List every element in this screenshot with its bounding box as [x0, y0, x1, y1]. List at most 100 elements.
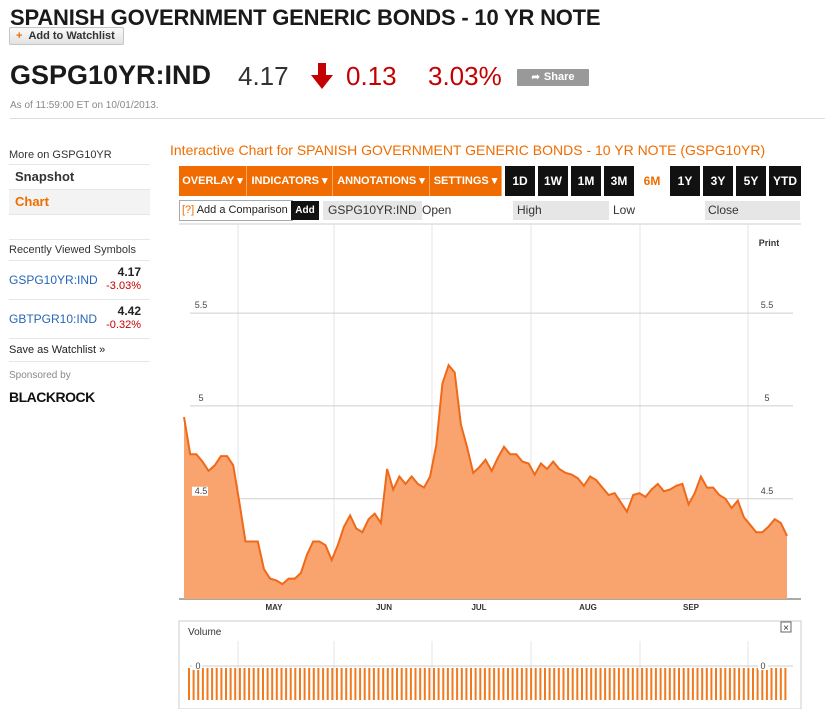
volume-bar	[456, 668, 459, 700]
volume-bar	[317, 668, 320, 700]
volume-bar	[581, 668, 583, 700]
volume-bar	[733, 668, 736, 700]
volume-bar	[396, 668, 398, 700]
save-as-watchlist-link[interactable]: Save as Watchlist »	[9, 338, 150, 362]
range-3y-button[interactable]: 3Y	[703, 166, 733, 196]
volume-bar	[229, 668, 232, 700]
volume-bar	[188, 668, 190, 700]
volume-bar	[724, 668, 727, 700]
sidebar-item-snapshot[interactable]: Snapshot	[9, 164, 150, 189]
help-icon[interactable]: [?]	[182, 204, 195, 216]
add-comparison-input[interactable]: [?] Add a Comparison	[179, 200, 293, 221]
print-link[interactable]: Print	[759, 238, 780, 248]
annotations-menu[interactable]: ANNOTATIONS ▾	[333, 166, 430, 196]
price-area	[184, 365, 787, 599]
volume-bar	[622, 668, 625, 700]
volume-bar	[668, 668, 671, 700]
left-sidebar: More on GSPG10YR Snapshot Chart Recently…	[9, 146, 150, 405]
volume-bar	[516, 668, 519, 700]
volume-bar	[599, 668, 602, 700]
volume-label: Volume	[188, 627, 222, 638]
recent-symbol-value: 4.42	[117, 304, 141, 318]
volume-bar	[303, 668, 306, 700]
quote-timestamp: As of 11:59:00 ET on 10/01/2013.	[10, 100, 159, 111]
volume-bar	[650, 668, 653, 700]
volume-bar	[539, 668, 542, 700]
range-3m-button[interactable]: 3M	[604, 166, 634, 196]
volume-bar	[335, 668, 338, 700]
range-1y-button[interactable]: 1Y	[670, 166, 700, 196]
volume-bar	[613, 668, 616, 700]
volume-bar	[696, 668, 699, 700]
range-1w-button[interactable]: 1W	[538, 166, 568, 196]
volume-bar	[576, 668, 579, 700]
close-volume-label[interactable]: ×	[783, 623, 789, 634]
down-arrow-icon	[311, 63, 333, 89]
sponsor-logo[interactable]: BLACKROCK	[9, 389, 95, 405]
overlay-menu[interactable]: OVERLAY ▾	[179, 166, 247, 196]
volume-bar	[363, 668, 366, 700]
y-tick-label-left: 5.5	[195, 300, 208, 310]
volume-bar	[682, 668, 685, 700]
range-1d-button[interactable]: 1D	[505, 166, 535, 196]
volume-bar	[645, 668, 648, 700]
volume-bar	[377, 668, 380, 700]
volume-bar	[507, 668, 509, 700]
volume-bar	[234, 668, 237, 700]
volume-tick-bg	[758, 661, 768, 670]
range-6m-button[interactable]: 6M	[637, 166, 667, 196]
volume-bar	[391, 668, 394, 700]
volume-bar	[423, 668, 426, 700]
volume-bar	[544, 668, 546, 700]
settings-menu[interactable]: SETTINGS ▾	[430, 166, 502, 196]
indicators-menu[interactable]: INDICATORS ▾	[247, 166, 333, 196]
legend-high: High	[513, 201, 609, 220]
volume-bar	[659, 668, 662, 700]
volume-bar	[275, 668, 278, 700]
share-button[interactable]: ➦ Share	[517, 69, 589, 86]
volume-bar	[308, 668, 311, 700]
volume-bar	[756, 668, 759, 700]
volume-bar	[340, 668, 343, 700]
y-tick-label-right: 5	[764, 393, 769, 403]
recent-symbol-change: -0.32%	[106, 319, 141, 331]
volume-bar	[262, 668, 264, 700]
volume-bar	[215, 668, 218, 700]
chart-title: Interactive Chart for SPANISH GOVERNMENT…	[170, 142, 766, 158]
y-tick-label-left: 5	[198, 393, 203, 403]
volume-bar	[488, 668, 491, 700]
add-to-watchlist-label: Add to Watchlist	[28, 30, 115, 42]
range-1m-button[interactable]: 1M	[571, 166, 601, 196]
volume-bar	[673, 668, 676, 700]
volume-bar	[664, 668, 667, 700]
volume-bar	[752, 668, 754, 700]
volume-bar	[520, 668, 523, 700]
volume-bar	[419, 668, 422, 700]
sidebar-item-chart[interactable]: Chart	[9, 189, 150, 215]
price-change: 0.13	[346, 61, 397, 91]
more-on-label: More on GSPG10YR	[9, 149, 112, 161]
y-tick-bg	[759, 486, 775, 496]
volume-bar	[557, 668, 560, 700]
volume-bar	[654, 668, 657, 700]
close-icon[interactable]	[780, 621, 792, 633]
comparison-row: [?] Add a Comparison Add GSPG10YR:IND Op…	[179, 200, 801, 221]
x-tick-label: JUL	[471, 603, 486, 612]
recent-symbol-link[interactable]: GSPG10YR:IND	[9, 273, 98, 287]
range-5y-button[interactable]: 5Y	[736, 166, 766, 196]
y-tick-bg	[192, 393, 208, 403]
volume-bar	[479, 668, 482, 700]
add-to-watchlist-button[interactable]: + Add to Watchlist	[9, 27, 124, 45]
volume-bar	[474, 668, 477, 700]
volume-bar	[312, 668, 315, 700]
y-tick-bg	[192, 301, 208, 311]
volume-bar	[678, 668, 680, 700]
volume-panel-frame	[178, 620, 802, 709]
add-comparison-button[interactable]: Add	[291, 201, 319, 220]
range-ytd-button[interactable]: YTD	[769, 166, 801, 196]
volume-bar	[238, 668, 241, 700]
recent-symbol-link[interactable]: GBTPGR10:IND	[9, 312, 98, 326]
volume-bar	[271, 668, 274, 700]
volume-bar	[761, 668, 764, 700]
price-series-line	[183, 363, 788, 586]
